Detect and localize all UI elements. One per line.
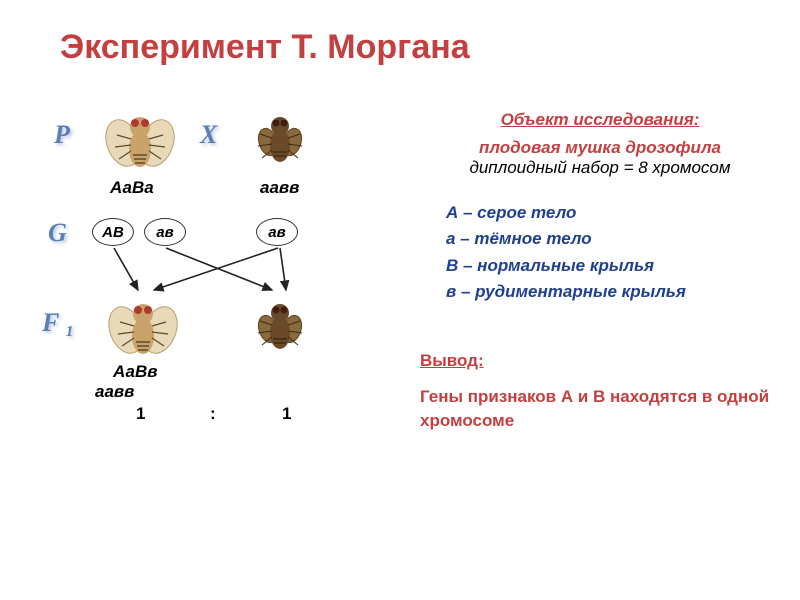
fly-dark-p2 xyxy=(250,108,310,166)
label-X: X xyxy=(200,120,217,150)
research-subject: плодовая мушка дрозофила xyxy=(420,138,780,158)
allele-B: В – нормальные крылья xyxy=(446,253,780,279)
genotype-f1a: АаВв xyxy=(113,362,157,382)
ratio-colon: : xyxy=(210,404,216,424)
right-column: Объект исследования: плодовая мушка дроз… xyxy=(420,110,780,433)
diploid-note: диплоидный набор = 8 хромосом xyxy=(420,158,780,178)
allele-A: А – серое тело xyxy=(446,200,780,226)
ratio-1-left: 1 xyxy=(136,404,145,424)
ratio-1-right: 1 xyxy=(282,404,291,424)
gamete-ab1: ав xyxy=(144,218,186,246)
genotype-p2: аавв xyxy=(260,178,299,198)
genotype-f1b: аавв xyxy=(95,382,134,402)
slide-title: Эксперимент Т. Моргана xyxy=(60,28,470,67)
conclusion-text: Гены признаков А и В находятся в одной х… xyxy=(420,385,780,433)
research-object-heading: Объект исследования: xyxy=(420,110,780,130)
fly-gray-p1 xyxy=(105,105,175,170)
gamete-ab2: ав xyxy=(256,218,298,246)
allele-legend: А – серое тело а – тёмное тело В – норма… xyxy=(446,200,780,305)
genotype-p1: АаВа xyxy=(110,178,154,198)
allele-b: в – рудиментарные крылья xyxy=(446,279,780,305)
conclusion-heading: Вывод: xyxy=(420,351,780,371)
label-P: P xyxy=(54,120,70,150)
label-G: G xyxy=(48,218,67,248)
allele-a: а – тёмное тело xyxy=(446,226,780,252)
gamete-AB: АВ xyxy=(92,218,134,246)
fly-gray-f1 xyxy=(108,292,178,357)
fly-dark-f1 xyxy=(250,295,310,353)
label-F1: F ₁ xyxy=(42,308,74,338)
